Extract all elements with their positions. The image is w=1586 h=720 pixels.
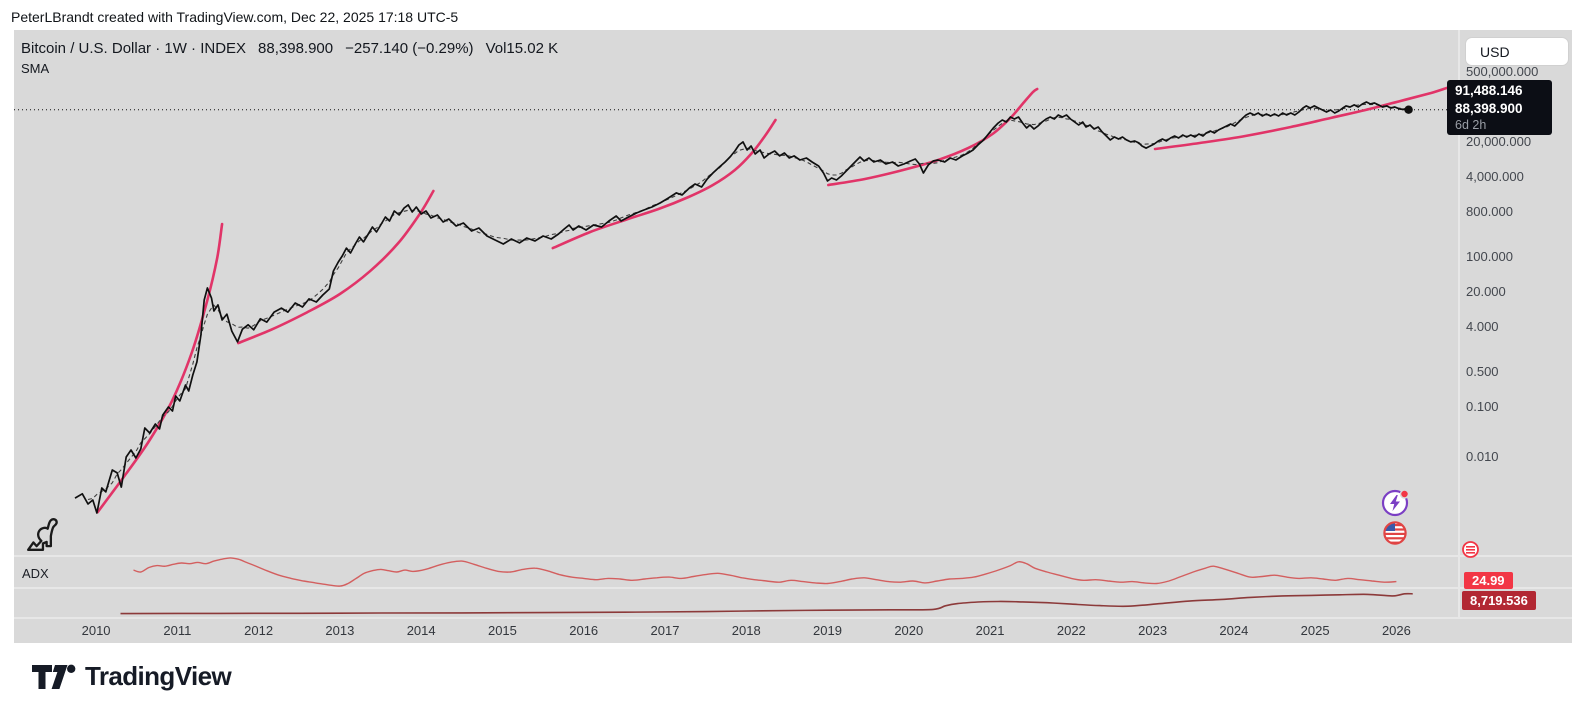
tradingview-brand-text: TradingView [85,661,232,691]
time-axis-label: 2019 [813,623,842,638]
time-axis-label: 2018 [731,623,761,638]
flash-ideas-icon[interactable] [1380,488,1410,518]
parabolic-curves-group[interactable] [96,86,1449,514]
us-flag-icon[interactable] [1380,518,1410,548]
parabolic-curve-2013[interactable] [237,189,435,345]
lower-indicator-line [120,592,1413,615]
parabolic-curve-2011[interactable] [96,222,224,514]
time-axis-label: 2022 [1056,623,1086,638]
last-price-dot [1404,105,1413,114]
legend-change: −257.140 (−0.29%) [345,40,474,57]
tradingview-logo-icon [32,664,76,689]
attribution-text: PeterLBrandt created with TradingView.co… [11,9,459,25]
volume-value: 15.02 K [506,40,559,57]
price-line [74,101,1409,514]
time-axis-label: 2021 [975,623,1005,638]
price-scale-label: 20,000.000 [1466,133,1532,149]
price-scale-label: 0.500 [1466,364,1499,380]
time-axis-label: 2017 [650,623,680,638]
legend-volume: Vol15.02 K [486,40,559,57]
price-scale-label: 0.100 [1466,399,1499,414]
sma-line [87,103,1409,501]
notification-dot [1399,489,1410,499]
time-axis-label: 2015 [487,623,517,638]
legend-last-price: 88,398.900 [258,40,334,57]
price-scale-label: 20.000 [1466,283,1506,299]
sma-price-axis-label: 91,488.146 [1455,83,1523,98]
dino-icon [27,518,58,551]
parabolic-curve-2017[interactable] [551,118,777,250]
time-axis-label: 2014 [406,623,436,638]
price-scale-label: 800.000 [1466,203,1513,219]
chart-canvas[interactable] [14,30,1572,643]
time-axis-label: 2026 [1381,623,1411,638]
adx-indicator-label[interactable]: ADX [22,566,49,581]
parabolic-curve-2021[interactable] [827,87,1039,187]
bar-countdown: 6d 2h [1455,118,1487,132]
price-scale-label: 4,000.000 [1466,168,1524,184]
adx-value-badge: 24.99 [1464,572,1513,589]
parabolic-curve-2025[interactable] [1153,86,1449,151]
time-axis-label: 2025 [1300,623,1330,638]
symbol-title[interactable]: Bitcoin / U.S. Dollar · 1W · INDEX [21,40,247,57]
price-axis-label-group: 91,488.146 88,398.900 6d 2h [1447,80,1552,135]
price-scale-label: 4.000 [1466,318,1499,334]
price-scale-label: 0.010 [1466,449,1499,464]
time-axis-label: 2010 [81,623,111,638]
lower-value-badge: 8,719.536 [1462,591,1536,610]
time-axis-label: 2016 [569,623,599,638]
volume-label: Vol [485,40,507,57]
price-scale-label: 100.000 [1466,249,1513,264]
tradingview-watermark[interactable]: TradingView [30,661,232,692]
time-axis-label: 2011 [163,623,192,638]
chart-legend: Bitcoin / U.S. Dollar · 1W · INDEX 88,398… [21,40,558,57]
events-flag-icon[interactable] [1461,540,1480,559]
price-scale-label: 500,000.000 [1466,64,1539,80]
chart-panel: Bitcoin / U.S. Dollar · 1W · INDEX 88,398… [14,30,1572,643]
time-axis-label: 2024 [1219,623,1249,638]
time-axis-label: 2023 [1138,623,1168,638]
time-axis-label: 2020 [894,623,924,638]
adx-line [133,557,1397,587]
last-price-axis-label: 88,398.900 [1455,101,1523,116]
time-axis-label: 2012 [244,623,274,638]
currency-toggle-button[interactable]: USD [1466,38,1568,65]
lightning-bolt-icon [1390,495,1400,511]
sma-indicator-label[interactable]: SMA [21,61,50,76]
time-axis-label: 2013 [325,623,355,638]
currency-label: USD [1480,43,1510,60]
